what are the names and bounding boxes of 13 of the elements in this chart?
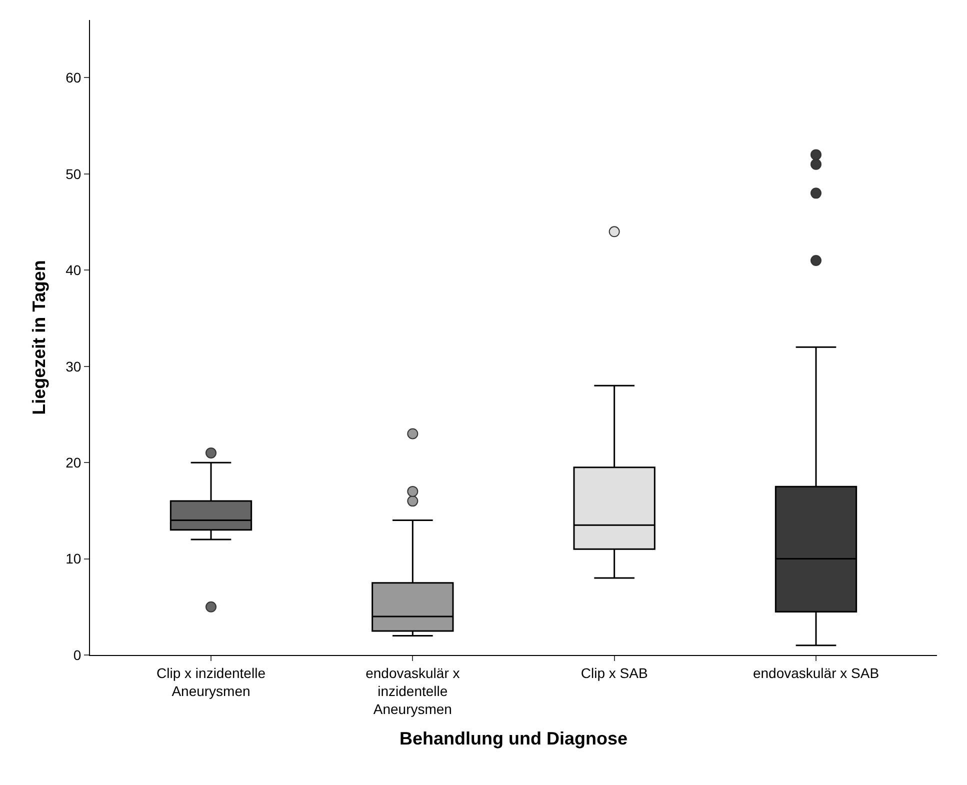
y-tick-label: 30 [66,358,82,374]
y-tick-label: 60 [66,70,82,86]
x-tick-label: Clip x SAB [580,664,648,681]
y-tick-label: 0 [73,646,82,663]
y-tick-label: 50 [66,166,82,182]
x-tick-label: endovaskulär x inzidentelle Aneurysmen [366,664,460,718]
x-tick-label: endovaskulär x SAB [752,664,880,681]
y-axis-title: Liegezeit in Tagen [28,260,49,415]
y-tick-label: 10 [66,550,82,567]
x-axis-title: Behandlung und Diagnose [400,728,628,748]
y-tick-label: 40 [66,262,82,278]
y-tick-label: 20 [66,454,82,470]
x-tick-label: Clip x inzidentelle Aneurysmen [156,664,266,699]
